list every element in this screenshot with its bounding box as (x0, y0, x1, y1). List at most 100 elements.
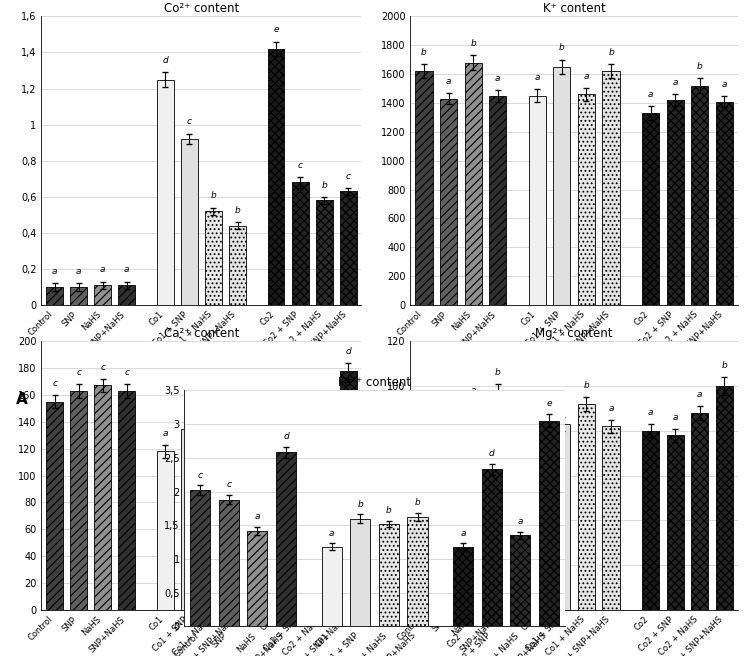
Bar (642, 113, 659, 305)
Text: b: b (608, 48, 614, 57)
Bar (267, 455, 285, 610)
Text: c: c (297, 161, 303, 170)
Text: a: a (446, 401, 451, 411)
Bar (46, 401, 63, 610)
Text: c: c (124, 369, 130, 377)
Text: d: d (283, 432, 289, 441)
Bar (276, 453, 296, 626)
Title: Fe²⁺ content: Fe²⁺ content (338, 376, 411, 389)
Bar (511, 535, 530, 626)
Text: a: a (446, 77, 451, 86)
Text: c: c (52, 379, 57, 388)
Text: c: c (76, 369, 81, 377)
Text: a: a (517, 517, 523, 526)
Text: d: d (163, 56, 168, 65)
Bar (70, 391, 87, 610)
Text: b: b (471, 39, 476, 48)
Bar (291, 428, 309, 610)
Text: b: b (211, 192, 216, 200)
Title: K⁺ content: K⁺ content (543, 2, 605, 15)
Text: B: B (384, 392, 396, 407)
Bar (416, 413, 432, 610)
Text: A: A (16, 392, 28, 407)
Text: a: a (559, 401, 565, 411)
Bar (291, 182, 309, 305)
Bar (94, 386, 111, 610)
Text: a: a (255, 512, 260, 521)
Bar (465, 62, 482, 305)
Text: a: a (648, 408, 654, 417)
Title: Ca²⁺ content: Ca²⁺ content (163, 327, 239, 340)
Text: a: a (329, 529, 334, 537)
Bar (489, 390, 507, 610)
Text: c: c (100, 363, 105, 372)
Text: b: b (187, 406, 192, 415)
Text: a: a (584, 72, 590, 81)
Text: a: a (535, 393, 540, 401)
Bar (691, 413, 709, 610)
Text: b: b (559, 43, 565, 52)
Text: a: a (461, 529, 466, 537)
Bar (248, 531, 267, 626)
Text: c: c (346, 172, 351, 180)
Bar (350, 518, 370, 626)
Bar (191, 490, 210, 626)
Bar (716, 386, 733, 610)
Bar (482, 469, 501, 626)
Text: a: a (648, 90, 654, 98)
Bar (416, 72, 432, 305)
Text: a: a (672, 78, 678, 87)
Text: a: a (235, 425, 240, 434)
Bar (157, 79, 174, 305)
Bar (553, 67, 571, 305)
Text: d: d (346, 347, 351, 356)
Text: c: c (187, 117, 192, 127)
Bar (691, 86, 709, 305)
Bar (181, 428, 198, 610)
Bar (602, 426, 620, 610)
Text: a: a (608, 404, 614, 413)
Bar (46, 287, 63, 305)
Text: a: a (471, 386, 476, 395)
Text: b: b (415, 498, 420, 507)
Bar (340, 192, 357, 305)
Bar (666, 100, 684, 305)
Text: a: a (672, 413, 678, 422)
Bar (322, 547, 342, 626)
Bar (267, 49, 285, 305)
Text: b: b (386, 506, 392, 515)
Text: a: a (52, 267, 57, 276)
Bar (118, 285, 136, 305)
Bar (539, 420, 559, 626)
Bar (316, 201, 333, 305)
Bar (489, 96, 507, 305)
Text: a: a (76, 267, 81, 276)
Text: e: e (273, 26, 279, 35)
Bar (529, 415, 546, 610)
Title: Co²⁺ content: Co²⁺ content (164, 2, 239, 15)
Bar (465, 408, 482, 610)
Text: a: a (721, 79, 727, 89)
Text: a: a (100, 266, 105, 274)
Bar (578, 404, 595, 610)
Bar (578, 94, 595, 305)
Text: b: b (495, 368, 501, 377)
Text: b: b (297, 406, 303, 415)
Bar (602, 72, 620, 305)
Bar (229, 447, 246, 610)
Bar (157, 451, 174, 610)
Title: Mg²⁺ content: Mg²⁺ content (535, 327, 613, 340)
Text: a: a (124, 266, 130, 274)
Bar (666, 436, 684, 610)
Text: b: b (322, 180, 327, 190)
Bar (529, 96, 546, 305)
Text: c: c (227, 480, 231, 489)
Bar (379, 524, 399, 626)
Bar (229, 226, 246, 305)
Text: a: a (697, 390, 703, 400)
Text: a: a (535, 73, 540, 82)
Bar (440, 424, 457, 610)
Bar (316, 422, 333, 610)
Bar (70, 287, 87, 305)
Text: b: b (211, 390, 216, 399)
